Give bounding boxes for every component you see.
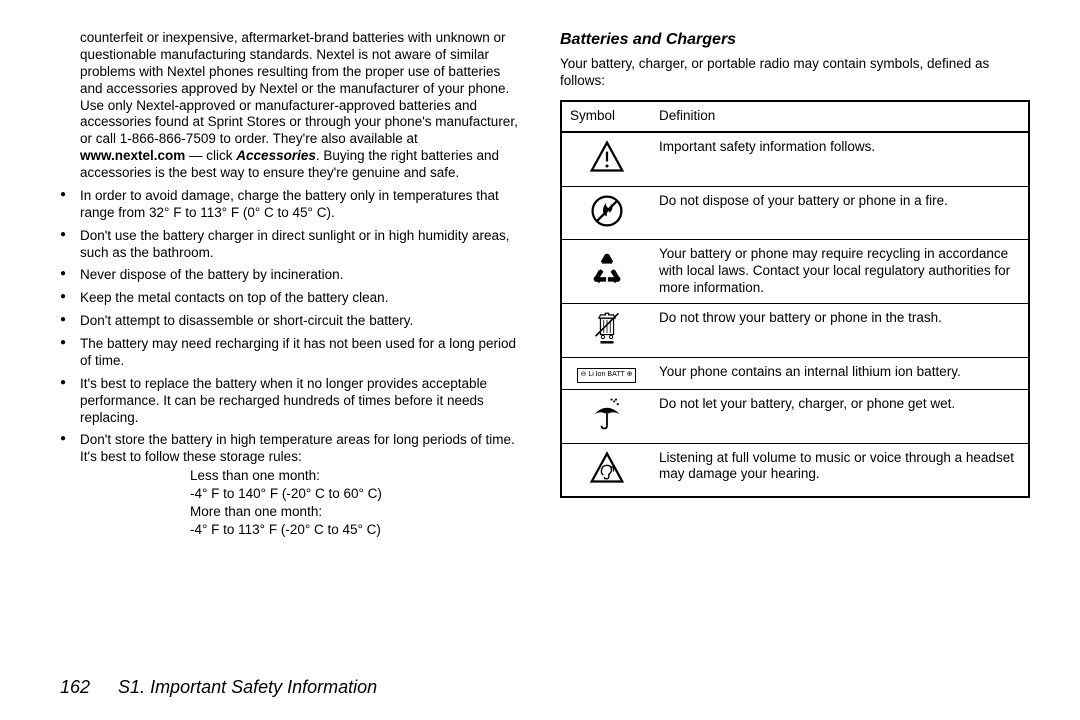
bullet-text: Don't use the battery charger in direct … <box>80 228 510 260</box>
table-row: ⊖ Li Ion BATT ⊕ Your phone contains an i… <box>561 357 1029 389</box>
intro-paragraph: counterfeit or inexpensive, aftermarket-… <box>80 30 520 182</box>
left-column: counterfeit or inexpensive, aftermarket-… <box>50 30 520 650</box>
list-item: In order to avoid damage, charge the bat… <box>60 188 520 222</box>
no-fire-icon <box>589 193 625 229</box>
symbol-cell <box>561 240 651 304</box>
list-item: Never dispose of the battery by incinera… <box>60 267 520 284</box>
def-cell: Do not dispose of your battery or phone … <box>651 186 1029 240</box>
def-cell: Your phone contains an internal lithium … <box>651 357 1029 389</box>
storage-rules: Less than one month: -4° F to 140° F (-2… <box>190 468 520 539</box>
recycle-icon <box>589 251 625 287</box>
warning-triangle-icon <box>589 139 625 175</box>
def-cell: Important safety information follows. <box>651 132 1029 186</box>
page-number: 162 <box>60 677 90 697</box>
right-intro: Your battery, charger, or portable radio… <box>560 56 1030 90</box>
table-row: Your battery or phone may require recycl… <box>561 240 1029 304</box>
def-cell: Listening at full volume to music or voi… <box>651 443 1029 497</box>
footer-title: S1. Important Safety Information <box>118 677 377 697</box>
intro-dash: — click <box>185 148 236 163</box>
bullet-text: Never dispose of the battery by incinera… <box>80 267 343 282</box>
right-column: Batteries and Chargers Your battery, cha… <box>560 30 1030 650</box>
def-cell: Your battery or phone may require recycl… <box>651 240 1029 304</box>
bullet-text: Don't store the battery in high temperat… <box>80 432 515 464</box>
table-row: Do not throw your battery or phone in th… <box>561 304 1029 358</box>
hearing-warning-icon <box>589 450 625 486</box>
no-trash-icon <box>589 310 625 346</box>
bullet-text: It's best to replace the battery when it… <box>80 376 487 425</box>
symbol-cell: ⊖ Li Ion BATT ⊕ <box>561 357 651 389</box>
def-cell: Do not throw your battery or phone in th… <box>651 304 1029 358</box>
list-item: Don't store the battery in high temperat… <box>60 432 520 538</box>
symbol-cell <box>561 304 651 358</box>
page-columns: counterfeit or inexpensive, aftermarket-… <box>50 30 1030 650</box>
th-symbol: Symbol <box>561 101 651 132</box>
bullet-text: In order to avoid damage, charge the bat… <box>80 188 499 220</box>
table-row: Do not let your battery, charger, or pho… <box>561 389 1029 443</box>
liion-battery-icon: ⊖ Li Ion BATT ⊕ <box>577 368 637 383</box>
storage-line: More than one month: <box>190 504 520 521</box>
bullet-list: In order to avoid damage, charge the bat… <box>60 188 520 539</box>
storage-line: -4° F to 113° F (-20° C to 45° C) <box>190 522 520 539</box>
symbol-cell <box>561 389 651 443</box>
table-row: Important safety information follows. <box>561 132 1029 186</box>
list-item: The battery may need recharging if it ha… <box>60 336 520 370</box>
list-item: Keep the metal contacts on top of the ba… <box>60 290 520 307</box>
list-item: Don't attempt to disassemble or short-ci… <box>60 313 520 330</box>
page-footer: 162 S1. Important Safety Information <box>60 677 377 698</box>
storage-line: Less than one month: <box>190 468 520 485</box>
symbol-cell <box>561 186 651 240</box>
intro-accessories: Accessories <box>236 148 316 163</box>
table-header-row: Symbol Definition <box>561 101 1029 132</box>
section-heading: Batteries and Chargers <box>560 30 1030 50</box>
bullet-text: The battery may need recharging if it ha… <box>80 336 516 368</box>
symbol-table: Symbol Definition Important safety infor… <box>560 100 1030 499</box>
list-item: Don't use the battery charger in direct … <box>60 228 520 262</box>
bullet-text: Keep the metal contacts on top of the ba… <box>80 290 388 305</box>
intro-url: www.nextel.com <box>80 148 185 163</box>
symbol-cell <box>561 132 651 186</box>
storage-line: -4° F to 140° F (-20° C to 60° C) <box>190 486 520 503</box>
table-row: Listening at full volume to music or voi… <box>561 443 1029 497</box>
list-item: It's best to replace the battery when it… <box>60 376 520 427</box>
def-cell: Do not let your battery, charger, or pho… <box>651 389 1029 443</box>
intro-text-1: counterfeit or inexpensive, aftermarket-… <box>80 30 518 146</box>
umbrella-wet-icon <box>589 396 625 432</box>
th-definition: Definition <box>651 101 1029 132</box>
table-row: Do not dispose of your battery or phone … <box>561 186 1029 240</box>
bullet-text: Don't attempt to disassemble or short-ci… <box>80 313 413 328</box>
symbol-cell <box>561 443 651 497</box>
